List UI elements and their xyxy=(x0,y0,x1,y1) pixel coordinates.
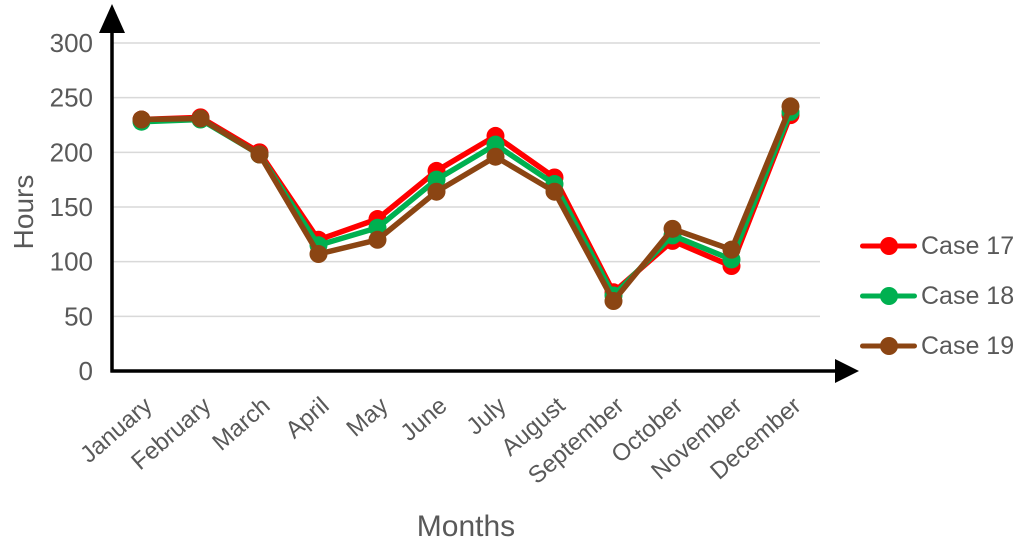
data-point-case-19-february xyxy=(191,109,210,128)
x-tick-label-june: June xyxy=(395,392,452,447)
data-point-case-19-november xyxy=(722,240,741,259)
data-point-case-19-september xyxy=(604,292,623,311)
data-point-case-19-january xyxy=(132,110,151,129)
y-tick-label-100: 100 xyxy=(50,247,93,277)
y-tick-label-300: 300 xyxy=(50,28,93,58)
x-tick-label-march: March xyxy=(207,392,275,456)
legend-marker-case-19-icon xyxy=(860,329,917,363)
legend-label-case-17: Case 17 xyxy=(921,231,1015,260)
y-axis-arrow-icon xyxy=(99,4,125,33)
x-tick-label-april: April xyxy=(280,392,334,444)
series-line-case-19 xyxy=(138,103,794,304)
legend-marker-case-18-icon xyxy=(860,279,917,313)
legend-label-case-19: Case 19 xyxy=(921,331,1015,360)
data-point-case-19-july xyxy=(486,147,505,166)
data-point-case-19-august xyxy=(545,182,564,201)
legend-marker-case-17-icon xyxy=(860,229,917,263)
data-point-case-19-june xyxy=(427,182,446,201)
legend-label-case-18: Case 18 xyxy=(921,281,1015,310)
data-point-case-19-april xyxy=(309,245,328,264)
y-tick-label-150: 150 xyxy=(50,192,93,222)
legend-item-case-17: Case 17 xyxy=(860,229,1014,263)
y-tick-label-200: 200 xyxy=(50,137,93,167)
x-axis-title: Months xyxy=(416,510,516,543)
legend: Case 17 Case 18 Case 19 xyxy=(860,229,1014,363)
legend-item-case-18: Case 18 xyxy=(860,279,1014,313)
legend-item-case-19: Case 19 xyxy=(860,329,1014,363)
data-point-case-19-december xyxy=(781,97,800,116)
y-axis-title: Hours xyxy=(8,174,39,250)
data-point-case-19-october xyxy=(663,219,682,238)
y-tick-label-0: 0 xyxy=(79,356,93,386)
x-axis-arrow-icon xyxy=(835,359,859,383)
y-tick-label-250: 250 xyxy=(50,83,93,113)
x-tick-label-may: May xyxy=(342,392,394,442)
data-point-case-19-march xyxy=(250,145,269,164)
data-point-case-19-may xyxy=(368,230,387,249)
y-tick-label-50: 50 xyxy=(64,301,93,331)
